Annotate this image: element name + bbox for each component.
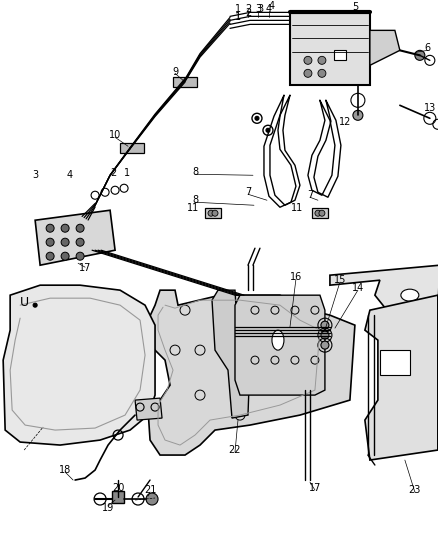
Circle shape — [315, 210, 321, 216]
Text: 13: 13 — [424, 103, 436, 114]
Bar — [334, 50, 346, 60]
Text: 23: 23 — [409, 485, 421, 495]
Circle shape — [46, 224, 54, 232]
Polygon shape — [330, 265, 438, 325]
Circle shape — [318, 56, 326, 64]
Polygon shape — [135, 398, 162, 420]
Circle shape — [76, 238, 84, 246]
Text: 22: 22 — [229, 445, 241, 455]
Polygon shape — [235, 295, 325, 395]
Bar — [205, 208, 221, 218]
Text: 11: 11 — [187, 203, 199, 213]
Circle shape — [304, 69, 312, 77]
Text: 2: 2 — [110, 168, 116, 178]
Circle shape — [76, 252, 84, 260]
Text: 9: 9 — [172, 67, 178, 77]
Ellipse shape — [401, 289, 419, 301]
Circle shape — [46, 238, 54, 246]
Circle shape — [61, 252, 69, 260]
Text: 14: 14 — [352, 283, 364, 293]
Text: 3: 3 — [32, 170, 38, 180]
Text: 1: 1 — [124, 168, 130, 178]
Circle shape — [321, 341, 329, 349]
Bar — [173, 77, 197, 87]
Text: 7: 7 — [307, 190, 313, 200]
Text: 1: 1 — [235, 4, 241, 14]
Circle shape — [353, 110, 363, 120]
Text: 12: 12 — [339, 117, 351, 127]
Circle shape — [266, 128, 270, 132]
Polygon shape — [365, 295, 438, 460]
Polygon shape — [3, 285, 155, 445]
Text: 3: 3 — [257, 4, 263, 14]
Text: 4: 4 — [269, 2, 275, 11]
Text: 8: 8 — [192, 167, 198, 177]
Text: 2: 2 — [245, 4, 251, 14]
Text: 8: 8 — [192, 195, 198, 205]
Text: 18: 18 — [59, 465, 71, 475]
Circle shape — [76, 224, 84, 232]
Text: 21: 21 — [144, 485, 156, 495]
Ellipse shape — [272, 330, 284, 350]
Text: 20: 20 — [112, 483, 124, 493]
Text: 2: 2 — [245, 9, 251, 18]
Bar — [112, 491, 124, 503]
Circle shape — [255, 116, 259, 120]
Text: 19: 19 — [102, 503, 114, 513]
Circle shape — [61, 224, 69, 232]
Text: 4: 4 — [266, 4, 272, 14]
Text: U: U — [20, 296, 29, 309]
Text: 11: 11 — [291, 203, 303, 213]
Circle shape — [319, 210, 325, 216]
Circle shape — [146, 493, 158, 505]
Circle shape — [61, 238, 69, 246]
Polygon shape — [148, 290, 355, 455]
Text: 4: 4 — [67, 170, 73, 180]
Circle shape — [321, 331, 329, 339]
Circle shape — [415, 50, 425, 60]
Bar — [380, 350, 410, 375]
Bar — [120, 143, 144, 154]
Circle shape — [46, 252, 54, 260]
Circle shape — [33, 303, 37, 307]
Circle shape — [208, 210, 214, 216]
Text: 17: 17 — [79, 263, 91, 273]
Text: 16: 16 — [290, 272, 302, 282]
Text: 1: 1 — [235, 12, 241, 22]
Circle shape — [318, 69, 326, 77]
Text: 7: 7 — [245, 187, 251, 197]
Text: 3: 3 — [255, 4, 261, 14]
Text: 5: 5 — [352, 2, 358, 12]
Polygon shape — [212, 290, 250, 418]
Polygon shape — [35, 210, 115, 265]
Text: 6: 6 — [425, 43, 431, 53]
Bar — [312, 208, 328, 218]
Text: 17: 17 — [309, 483, 321, 493]
Text: 15: 15 — [334, 275, 346, 285]
Circle shape — [321, 321, 329, 329]
Circle shape — [212, 210, 218, 216]
Polygon shape — [290, 12, 370, 85]
Text: 10: 10 — [109, 130, 121, 140]
Polygon shape — [370, 30, 400, 66]
Circle shape — [304, 56, 312, 64]
